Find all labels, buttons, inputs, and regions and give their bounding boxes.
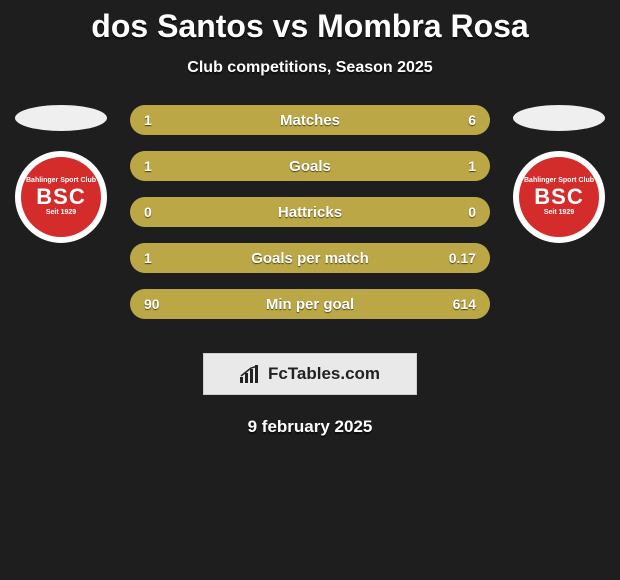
stat-bar: 16Matches xyxy=(130,105,490,135)
stat-bar: 11Goals xyxy=(130,151,490,181)
badge-bottom-text: Seit 1929 xyxy=(544,209,574,217)
player-right: Bahlinger Sport Club BSC Seit 1929 xyxy=(504,105,614,243)
stat-label: Matches xyxy=(130,105,490,135)
stat-bar: 10.17Goals per match xyxy=(130,243,490,273)
badge-abbr: BSC xyxy=(36,185,85,209)
player-right-badge: Bahlinger Sport Club BSC Seit 1929 xyxy=(513,151,605,243)
stat-label: Min per goal xyxy=(130,289,490,319)
stat-bar: 90614Min per goal xyxy=(130,289,490,319)
badge-bottom-text: Seit 1929 xyxy=(46,209,76,217)
stat-label: Goals xyxy=(130,151,490,181)
comparison-arena: Bahlinger Sport Club BSC Seit 1929 Bahli… xyxy=(0,105,620,335)
player-left-badge: Bahlinger Sport Club BSC Seit 1929 xyxy=(15,151,107,243)
brand-box: FcTables.com xyxy=(203,353,417,395)
player-right-photo xyxy=(513,105,605,131)
player-left-photo xyxy=(15,105,107,131)
badge-abbr: BSC xyxy=(534,185,583,209)
stat-label: Hattricks xyxy=(130,197,490,227)
stat-bar: 00Hattricks xyxy=(130,197,490,227)
stat-bars: 16Matches 11Goals 00Hattricks 10.17Goals pe… xyxy=(130,105,490,319)
chart-bars-icon xyxy=(240,365,262,383)
page-title: dos Santos vs Mombra Rosa xyxy=(0,0,620,45)
date-text: 9 february 2025 xyxy=(0,417,620,437)
subtitle: Club competitions, Season 2025 xyxy=(0,59,620,77)
player-left: Bahlinger Sport Club BSC Seit 1929 xyxy=(6,105,116,243)
stat-label: Goals per match xyxy=(130,243,490,273)
brand-name: FcTables.com xyxy=(268,364,380,384)
